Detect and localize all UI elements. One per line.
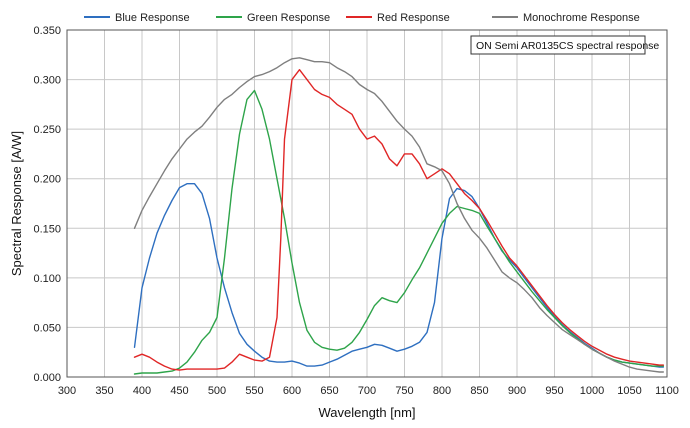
x-tick-label: 900 bbox=[508, 385, 526, 397]
y-tick-label: 0.000 bbox=[33, 372, 61, 384]
y-tick-label: 0.300 bbox=[33, 75, 61, 87]
y-tick-label: 0.350 bbox=[33, 25, 61, 37]
plot-frame bbox=[66, 29, 668, 378]
y-tick-label: 0.200 bbox=[33, 174, 61, 186]
x-tick-label: 300 bbox=[58, 385, 76, 397]
legend-label: Blue Response bbox=[115, 12, 190, 24]
series-line-monochrome-response bbox=[133, 57, 664, 373]
y-tick-label: 0.100 bbox=[33, 273, 61, 285]
x-tick-label: 1000 bbox=[580, 385, 604, 397]
x-tick-label: 700 bbox=[358, 385, 376, 397]
tick-labels: 300 350 400 450 500 550 600 650 700 750 800 850 900 9… bbox=[33, 25, 678, 397]
y-tick-label: 0.150 bbox=[33, 223, 61, 235]
x-tick-label: 500 bbox=[208, 385, 226, 397]
annotation-box: ON Semi AR0135CS spectral response bbox=[470, 35, 659, 55]
x-tick-label: 1050 bbox=[617, 385, 641, 397]
x-tick-label: 600 bbox=[283, 385, 301, 397]
x-tick-label: 650 bbox=[320, 385, 338, 397]
y-axis-title: Spectral Response [A/W] bbox=[9, 131, 24, 276]
x-tick-label: 850 bbox=[470, 385, 488, 397]
x-tick-label: 400 bbox=[133, 385, 151, 397]
x-tick-label: 950 bbox=[545, 385, 563, 397]
x-tick-label: 350 bbox=[95, 385, 113, 397]
series-line-red-response bbox=[133, 68, 664, 371]
x-tick-label: 450 bbox=[170, 385, 188, 397]
y-tick-label: 0.250 bbox=[33, 124, 61, 136]
legend-label: Monochrome Response bbox=[523, 12, 640, 24]
annotation-text: ON Semi AR0135CS spectral response bbox=[476, 40, 659, 52]
x-tick-label: 550 bbox=[245, 385, 263, 397]
series-lines bbox=[133, 57, 664, 375]
legend: Blue Response Green Response Red Response M… bbox=[84, 12, 640, 24]
series-line-blue-response bbox=[133, 182, 664, 368]
x-tick-label: 1100 bbox=[655, 385, 679, 397]
y-tick-label: 0.050 bbox=[33, 322, 61, 334]
x-axis-title: Wavelength [nm] bbox=[318, 405, 415, 420]
legend-label: Red Response bbox=[377, 12, 450, 24]
x-tick-label: 800 bbox=[433, 385, 451, 397]
legend-label: Green Response bbox=[247, 12, 330, 24]
x-tick-label: 750 bbox=[395, 385, 413, 397]
annotation-frame bbox=[470, 35, 646, 55]
